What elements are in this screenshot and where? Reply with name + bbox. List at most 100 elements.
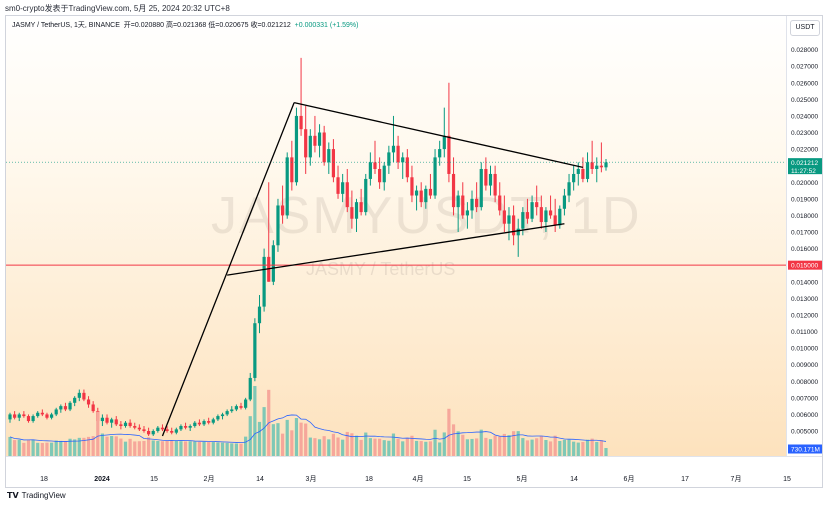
candle-body [82,392,86,400]
candle-body [470,198,474,211]
candle-body [179,426,183,430]
chart-frame: JASMYUSDT, 1D JASMY / TetherUS JASMY / T… [5,15,823,488]
volume-bar [567,439,571,456]
volume-bar [290,430,294,456]
candle-body [498,195,502,211]
volume-bar [595,441,599,456]
volume-bar [174,440,178,456]
candle-body [165,429,169,431]
volume-bar [461,434,465,456]
volume-bar [525,440,530,456]
time-tick-label: 15 [150,476,158,483]
candle-body [114,419,118,425]
time-tick-label: 15 [783,476,791,483]
volume-bar [110,435,114,456]
volume-bar [73,439,77,456]
candle-body [530,202,534,219]
volume-bar [142,440,146,456]
change-value: +0.000331 (+1.59%) [294,22,359,29]
volume-bar [599,440,603,456]
time-tick-label: 18 [40,476,48,483]
candle-body [294,115,299,183]
plot-area[interactable]: JASMYUSDT, 1D JASMY / TetherUS JASMY / T… [6,16,786,456]
volume-bar [220,442,225,456]
volume-bar [54,440,58,456]
candle-body [576,168,580,174]
volume-bar [604,448,608,456]
candle-body [354,202,359,219]
price-tick-label: 0.023000 [791,130,818,137]
volume-bar [521,438,525,456]
candle-body [391,145,396,153]
volume-bar [359,439,363,456]
candle-body [535,202,539,208]
price-axis-labels: 0.0290000.0280000.0270000.0260000.025000… [788,31,822,454]
volume-bar [585,439,590,456]
price-tick-label: 0.025000 [791,97,818,104]
volume-bar [114,436,118,456]
candle-body [160,427,165,430]
level-price-badge: 0.015000 [788,260,822,270]
volume-bar [40,443,44,456]
candle-body [133,426,137,428]
candle-body [567,182,571,196]
volume-bar [239,443,243,456]
candle-body [91,404,95,412]
candle-body [475,198,479,208]
candle-body [484,168,488,186]
volume-bar [456,431,460,456]
candle-body [142,429,146,431]
candle-body [234,406,238,410]
candle-body [599,165,603,168]
candle-body [442,135,446,150]
candle-body [401,157,405,163]
candle-body [137,427,141,430]
price-badge-background [788,158,822,175]
candle-body [553,215,557,226]
volume-bar [230,443,234,456]
candle-body [36,412,40,417]
impulse-trendline [161,102,295,437]
candle-body [299,115,303,130]
currency-button[interactable]: USDT [790,20,820,36]
candle-body [77,392,81,398]
candle-body [45,414,49,418]
volume-bar [128,438,132,456]
candle-body [511,215,516,236]
candle-body [350,207,354,219]
candle-body [244,399,248,408]
price-tick-label: 0.011000 [791,329,818,336]
volume-bar [17,439,21,456]
candle-body [22,414,26,417]
volume-bar [442,432,446,456]
candle-body [373,162,377,169]
price-tick-label: 0.010000 [791,346,818,353]
price-tick-label: 0.013000 [791,296,818,303]
volume-ma-line [9,414,607,444]
candle-body [276,205,280,246]
volume-bar [530,439,534,456]
volume-bar [313,438,317,456]
price-axis[interactable]: 0.0290000.0280000.0270000.0260000.025000… [786,16,822,456]
volume-bar [502,433,506,456]
price-tick-label: 0.022000 [791,147,818,154]
candle-body [151,431,155,435]
candle-body [156,427,160,431]
volume-bar [68,438,72,456]
candle-body [183,426,188,428]
time-axis[interactable]: 18 2024 15 2月 14 3月 18 4月 15 5月 14 6月 17 7月 15 [6,456,822,487]
volume-bar [479,429,483,456]
candle-body [447,135,451,174]
volume-bar [535,438,539,456]
candle-body [479,168,483,208]
candle-body [105,417,109,423]
price-tick-label: 0.005000 [791,429,818,436]
volume-bar [438,442,442,456]
candle-body [382,165,386,183]
candle-body [248,377,252,400]
volume-bar [193,441,197,456]
candle-body [225,411,229,415]
volume-bar [160,441,165,456]
candle-body [147,431,151,435]
volume-bar [414,440,419,456]
